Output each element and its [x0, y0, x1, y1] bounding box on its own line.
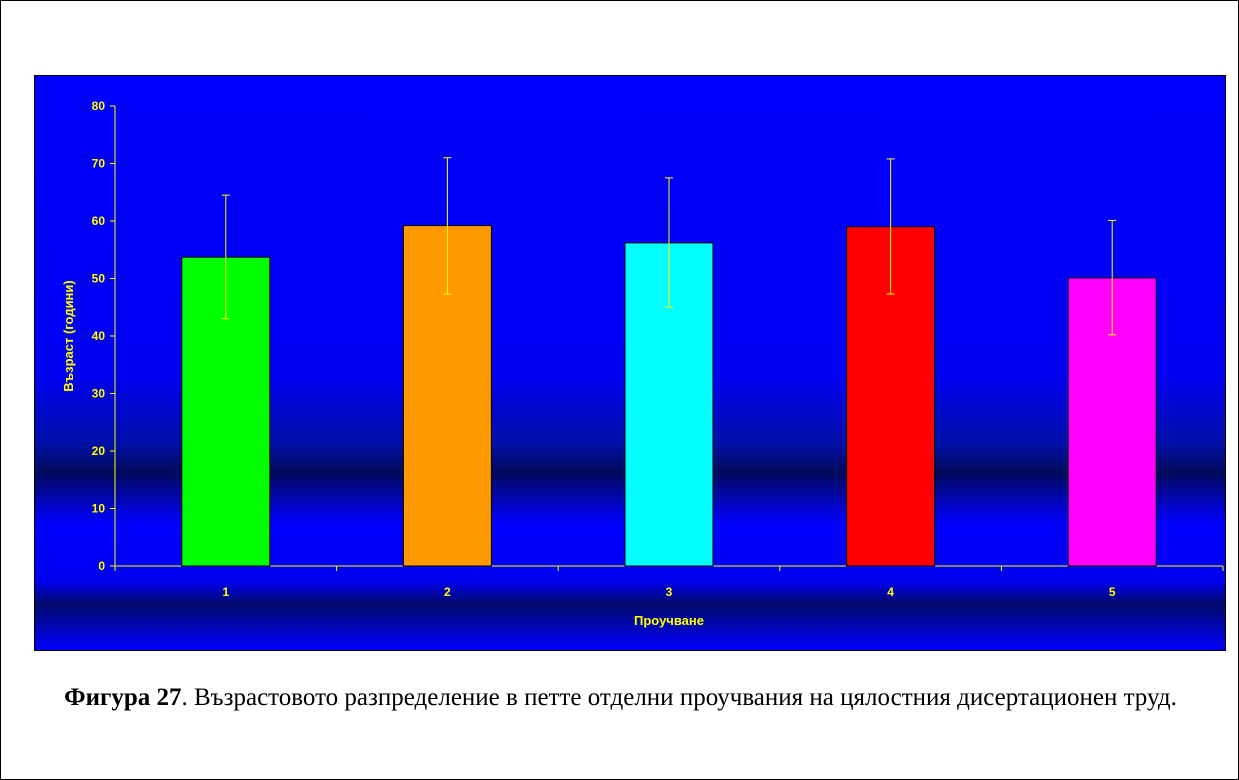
y-tick-label: 0 — [98, 559, 105, 573]
x-tick-label: 5 — [1109, 585, 1116, 599]
bar-chart: 0 10 20 30 40 50 60 70 80 1 2 3 4 5 Проучване Възраст (… — [61, 99, 1224, 628]
y-tick-label: 30 — [92, 387, 106, 401]
y-tick-label: 70 — [92, 157, 106, 171]
y-tick-label: 50 — [92, 272, 106, 286]
chart-area: 0 10 20 30 40 50 60 70 80 1 2 3 4 5 Проучване Възраст (… — [34, 75, 1226, 651]
x-tick-label: 1 — [222, 585, 229, 599]
y-axis-title: Възраст (години) — [61, 280, 76, 391]
caption-text: . Възрастовото разпределение в петте отд… — [181, 684, 1177, 711]
y-tick-label: 40 — [92, 329, 106, 343]
y-tick-label: 10 — [92, 502, 106, 516]
caption-label: Фигура 27 — [64, 684, 182, 711]
y-tick-label: 80 — [92, 99, 106, 113]
y-tick-label: 60 — [92, 214, 106, 228]
x-tick-label: 2 — [444, 585, 451, 599]
y-tick-label: 20 — [92, 444, 106, 458]
x-axis-title: Проучване — [634, 613, 704, 628]
x-tick-label: 4 — [887, 585, 894, 599]
figure-caption: Фигура 27. Възрастовото разпределение в … — [41, 674, 1200, 722]
x-tick-label: 3 — [666, 585, 673, 599]
